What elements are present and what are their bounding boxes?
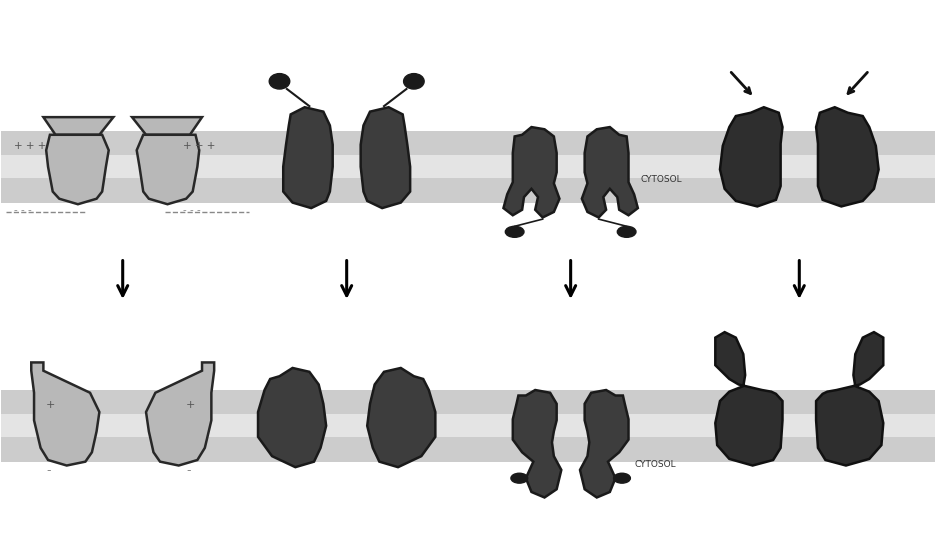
Text: -: -: [46, 464, 51, 478]
Polygon shape: [582, 127, 637, 218]
Polygon shape: [258, 368, 326, 467]
Text: CYTOSOL: CYTOSOL: [640, 175, 682, 184]
Polygon shape: [816, 107, 879, 207]
Ellipse shape: [270, 74, 290, 89]
Polygon shape: [580, 390, 628, 497]
Text: -: -: [186, 464, 191, 478]
Polygon shape: [132, 117, 202, 135]
Polygon shape: [720, 107, 782, 207]
Polygon shape: [31, 362, 99, 465]
Polygon shape: [367, 368, 435, 467]
Polygon shape: [284, 107, 332, 208]
Polygon shape: [43, 117, 113, 135]
Bar: [1, 155, 935, 178]
Bar: [1, 414, 935, 437]
Polygon shape: [137, 135, 199, 204]
Polygon shape: [816, 332, 884, 465]
Polygon shape: [46, 135, 109, 204]
Ellipse shape: [614, 473, 630, 483]
Text: - - -: - - -: [13, 204, 31, 214]
Bar: [1, 131, 935, 203]
Text: + + +: + + +: [183, 141, 215, 151]
Polygon shape: [146, 362, 214, 465]
Text: CYTOSOL: CYTOSOL: [634, 460, 676, 469]
Polygon shape: [504, 127, 560, 218]
Text: +: +: [46, 400, 55, 410]
Polygon shape: [360, 107, 410, 208]
Ellipse shape: [618, 226, 636, 237]
Text: - - -: - - -: [183, 204, 201, 214]
Polygon shape: [715, 332, 782, 465]
Text: + + +: + + +: [13, 141, 46, 151]
Ellipse shape: [403, 74, 424, 89]
Ellipse shape: [505, 226, 524, 237]
Ellipse shape: [511, 473, 528, 483]
Bar: [1, 390, 935, 461]
Polygon shape: [513, 390, 562, 497]
Text: +: +: [186, 400, 196, 410]
